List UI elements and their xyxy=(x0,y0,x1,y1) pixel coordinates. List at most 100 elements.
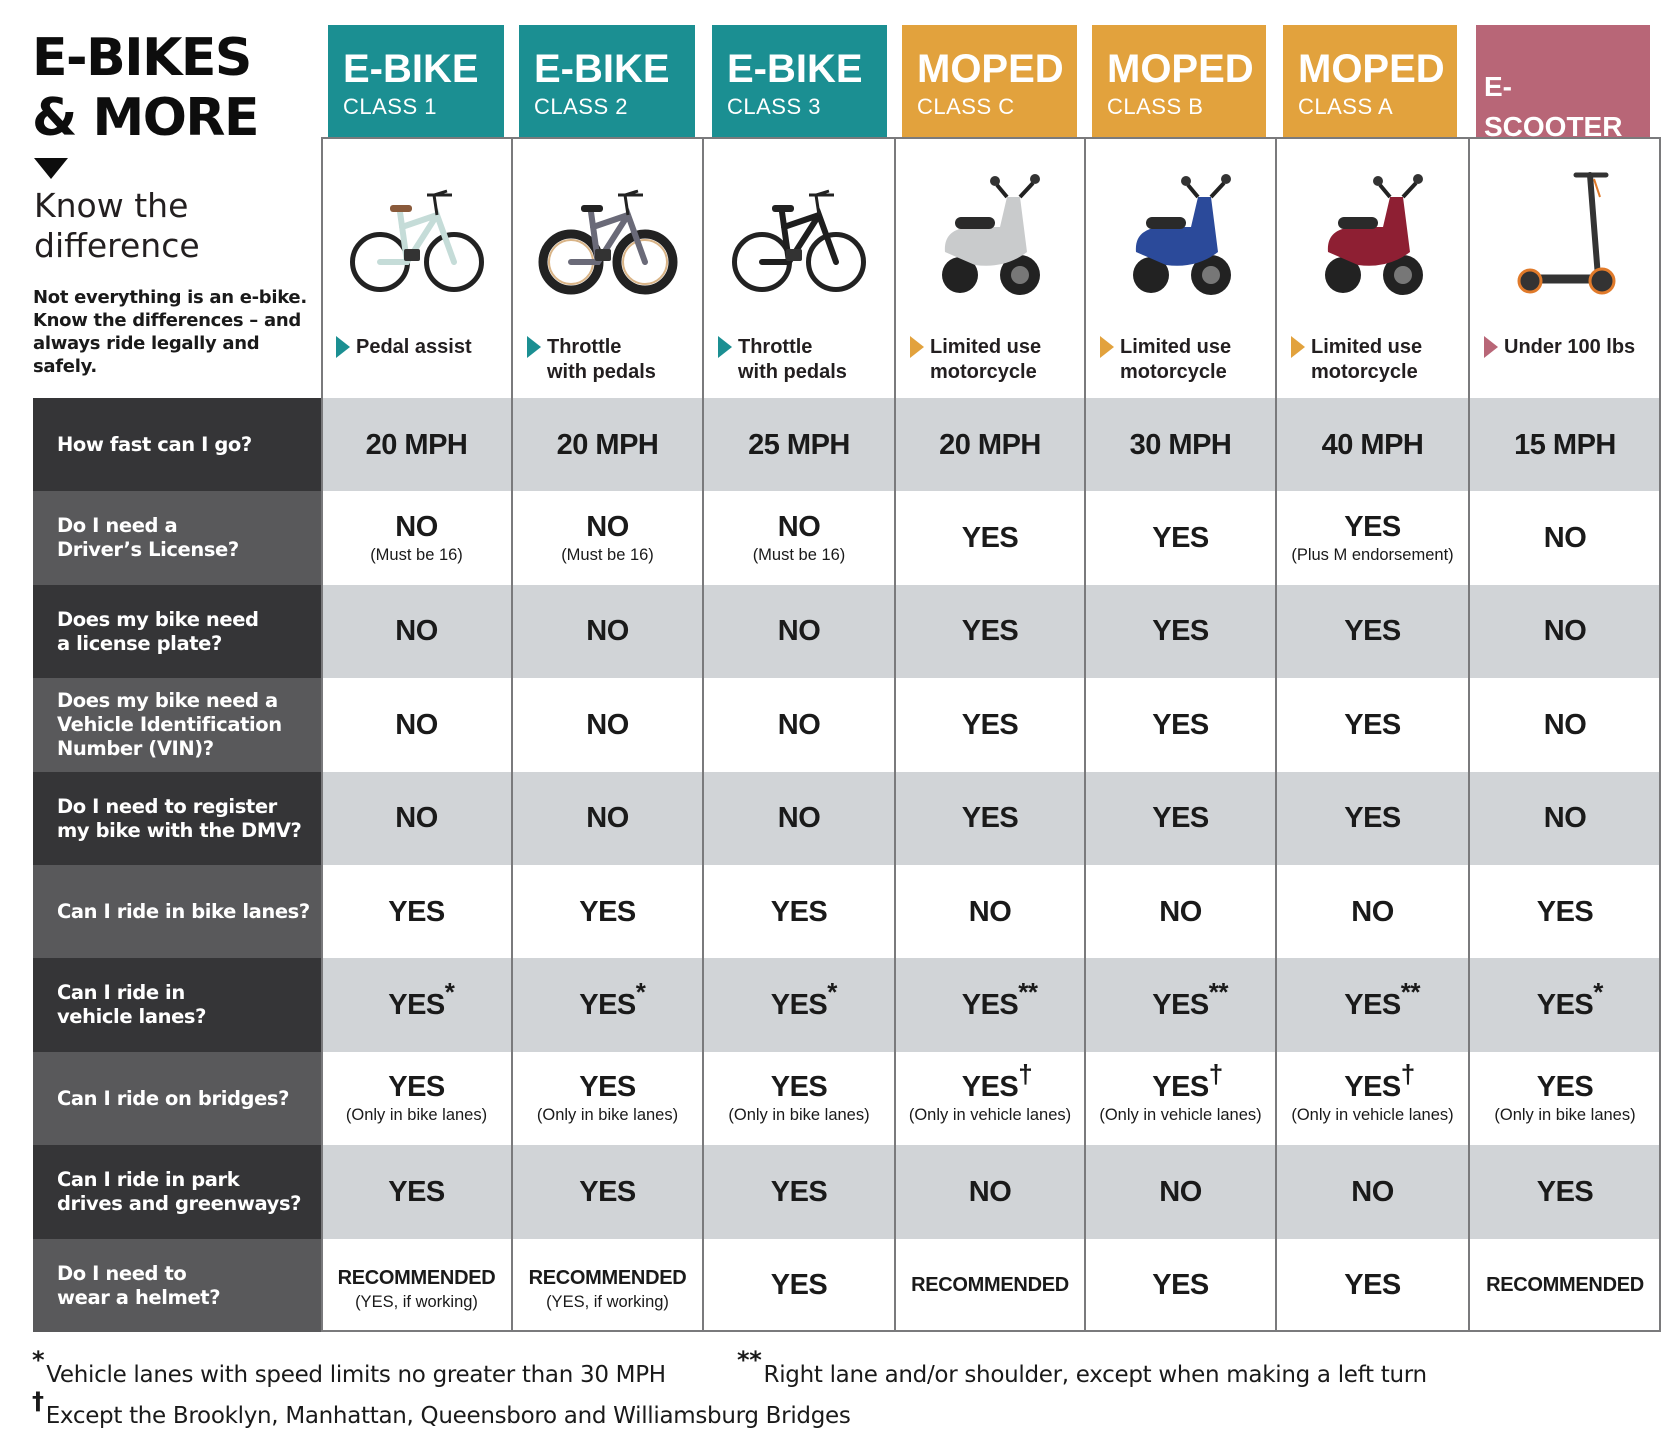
value-text: YES xyxy=(961,522,1019,555)
value-text: YES xyxy=(388,895,445,928)
value-text: RECOMMENDED xyxy=(911,1274,1069,1297)
value-cell: 20 MPH xyxy=(895,398,1085,491)
question-label: Does my bike need a license plate? xyxy=(33,584,321,679)
value-text: YES xyxy=(770,1269,828,1302)
column-header-class: CLASS 3 xyxy=(727,94,821,119)
question-text: Do I need a Driver’s License? xyxy=(57,514,239,562)
row-background xyxy=(321,584,1661,679)
value-cell: YES xyxy=(1276,1239,1469,1332)
value-main: YES xyxy=(579,896,636,928)
value-cell: NO xyxy=(895,1145,1085,1238)
column-header-title: MOPED xyxy=(1298,47,1445,91)
triangle-bullet-icon xyxy=(910,336,924,358)
footnote-dagger: †Except the Brooklyn, Manhattan, Queensb… xyxy=(32,1387,851,1430)
value-cell: YES † (Only in vehicle lanes) xyxy=(895,1052,1085,1145)
value-cell: YES * xyxy=(1469,958,1661,1051)
question-line: Can I ride on bridges? xyxy=(57,1086,290,1110)
value-cell: NO xyxy=(512,678,703,771)
value-cell: YES xyxy=(321,865,512,958)
question-label: Do I need to register my bike with the DM… xyxy=(33,771,321,866)
description-line: Limited use xyxy=(1120,336,1232,358)
value-cell: YES * xyxy=(703,958,895,1051)
value-text: NO xyxy=(1543,802,1587,835)
footnote-marker: * xyxy=(635,977,646,1008)
value-main: YES xyxy=(1344,709,1401,741)
value-text: YES xyxy=(770,989,828,1022)
question-line: vehicle lanes? xyxy=(57,1005,207,1029)
subtitle-line-1: Know the xyxy=(34,186,189,225)
value-cell: YES xyxy=(1085,1239,1276,1332)
value-text: YES xyxy=(1344,708,1401,741)
vehicle-cell: Pedal assist xyxy=(322,139,511,398)
column-header-e-bike-class-1: E-BIKE CLASS 1 xyxy=(328,25,504,137)
description-text: Limited use motorcycle xyxy=(1120,335,1231,385)
value-main: YES xyxy=(579,1071,636,1103)
description-line: Throttle xyxy=(738,336,813,358)
description-line: Pedal assist xyxy=(356,336,472,358)
question-label: Can I ride in bike lanes? xyxy=(33,865,321,959)
value-main: YES xyxy=(771,1269,828,1301)
value-main: NO xyxy=(586,802,629,834)
value-main: YES ** xyxy=(962,979,1038,1021)
value-cell: YES xyxy=(703,1145,895,1238)
value-main: YES xyxy=(1344,1269,1401,1301)
description-line: Limited use xyxy=(1311,336,1423,358)
value-cell: YES * xyxy=(512,958,703,1051)
row-background xyxy=(321,1051,1661,1146)
value-cell: YES xyxy=(895,585,1085,678)
value-main: YES xyxy=(388,896,445,928)
value-cell: NO xyxy=(1469,678,1661,771)
vehicle-description: Limited use motorcycle xyxy=(1291,335,1422,385)
question-text: Can I ride on bridges? xyxy=(57,1087,289,1111)
value-text: RECOMMENDED xyxy=(337,1267,496,1290)
triangle-bullet-icon xyxy=(336,336,350,358)
value-main: YES ** xyxy=(1344,979,1420,1021)
value-cell: YES xyxy=(1276,678,1469,771)
value-main: YES xyxy=(771,896,828,928)
value-main: YES † xyxy=(962,1061,1033,1103)
value-text: NO xyxy=(586,615,629,648)
question-label: Can I ride in park drives and greenways? xyxy=(33,1145,321,1240)
vehicle-description: Throttle with pedals xyxy=(527,335,656,385)
question-line: Do I need a xyxy=(57,514,178,538)
value-text: YES xyxy=(388,1071,445,1104)
value-note: (YES, if working) xyxy=(546,1293,669,1312)
value-main: YES xyxy=(1152,709,1209,741)
description-text: Pedal assist xyxy=(356,335,472,360)
column-header-e-bike-class-3: E-BIKE CLASS 3 xyxy=(712,25,887,137)
value-text: NO xyxy=(777,708,821,741)
vehicle-cell: Limited use motorcycle xyxy=(1277,139,1468,398)
footnote-text: Except the Brooklyn, Manhattan, Queensbo… xyxy=(45,1403,851,1429)
description-line: motorcycle xyxy=(930,361,1037,383)
column-divider xyxy=(1468,137,1470,1332)
question-text: Do I need to register my bike with the DM… xyxy=(57,795,302,843)
value-text: 15 MPH xyxy=(1514,428,1616,461)
question-text: Does my bike need a license plate? xyxy=(57,608,259,656)
question-line: a license plate? xyxy=(57,631,222,655)
question-line: Do I need to xyxy=(57,1261,187,1285)
value-cell: 20 MPH xyxy=(512,398,703,491)
vehicle-cell: Throttle with pedals xyxy=(704,139,894,398)
value-text: YES xyxy=(1536,989,1594,1022)
triangle-bullet-icon xyxy=(1100,336,1114,358)
column-header-title: MOPED xyxy=(1107,47,1254,91)
value-text: NO xyxy=(395,802,438,835)
footnote-marker: ** xyxy=(1018,977,1038,1008)
description-line: motorcycle xyxy=(1120,361,1227,383)
value-text: NO xyxy=(1543,522,1587,555)
value-text: YES xyxy=(1536,1175,1594,1208)
value-main: NO xyxy=(586,615,629,647)
footnote-marker: ** xyxy=(1208,977,1229,1008)
value-cell: YES xyxy=(1469,1145,1661,1238)
value-note: (Only in vehicle lanes) xyxy=(1099,1106,1262,1125)
value-main: YES xyxy=(1152,615,1209,647)
value-main: 25 MPH xyxy=(748,429,850,461)
value-cell: RECOMMENDED xyxy=(1469,1239,1661,1332)
question-label: Can I ride in vehicle lanes? xyxy=(33,958,321,1053)
value-main: 20 MPH xyxy=(366,429,468,461)
subtitle: Know the difference xyxy=(34,186,200,266)
vehicle-description: Throttle with pedals xyxy=(718,335,847,385)
value-text: 40 MPH xyxy=(1321,428,1424,461)
value-text: YES xyxy=(1344,802,1401,835)
value-text: YES xyxy=(961,802,1019,835)
